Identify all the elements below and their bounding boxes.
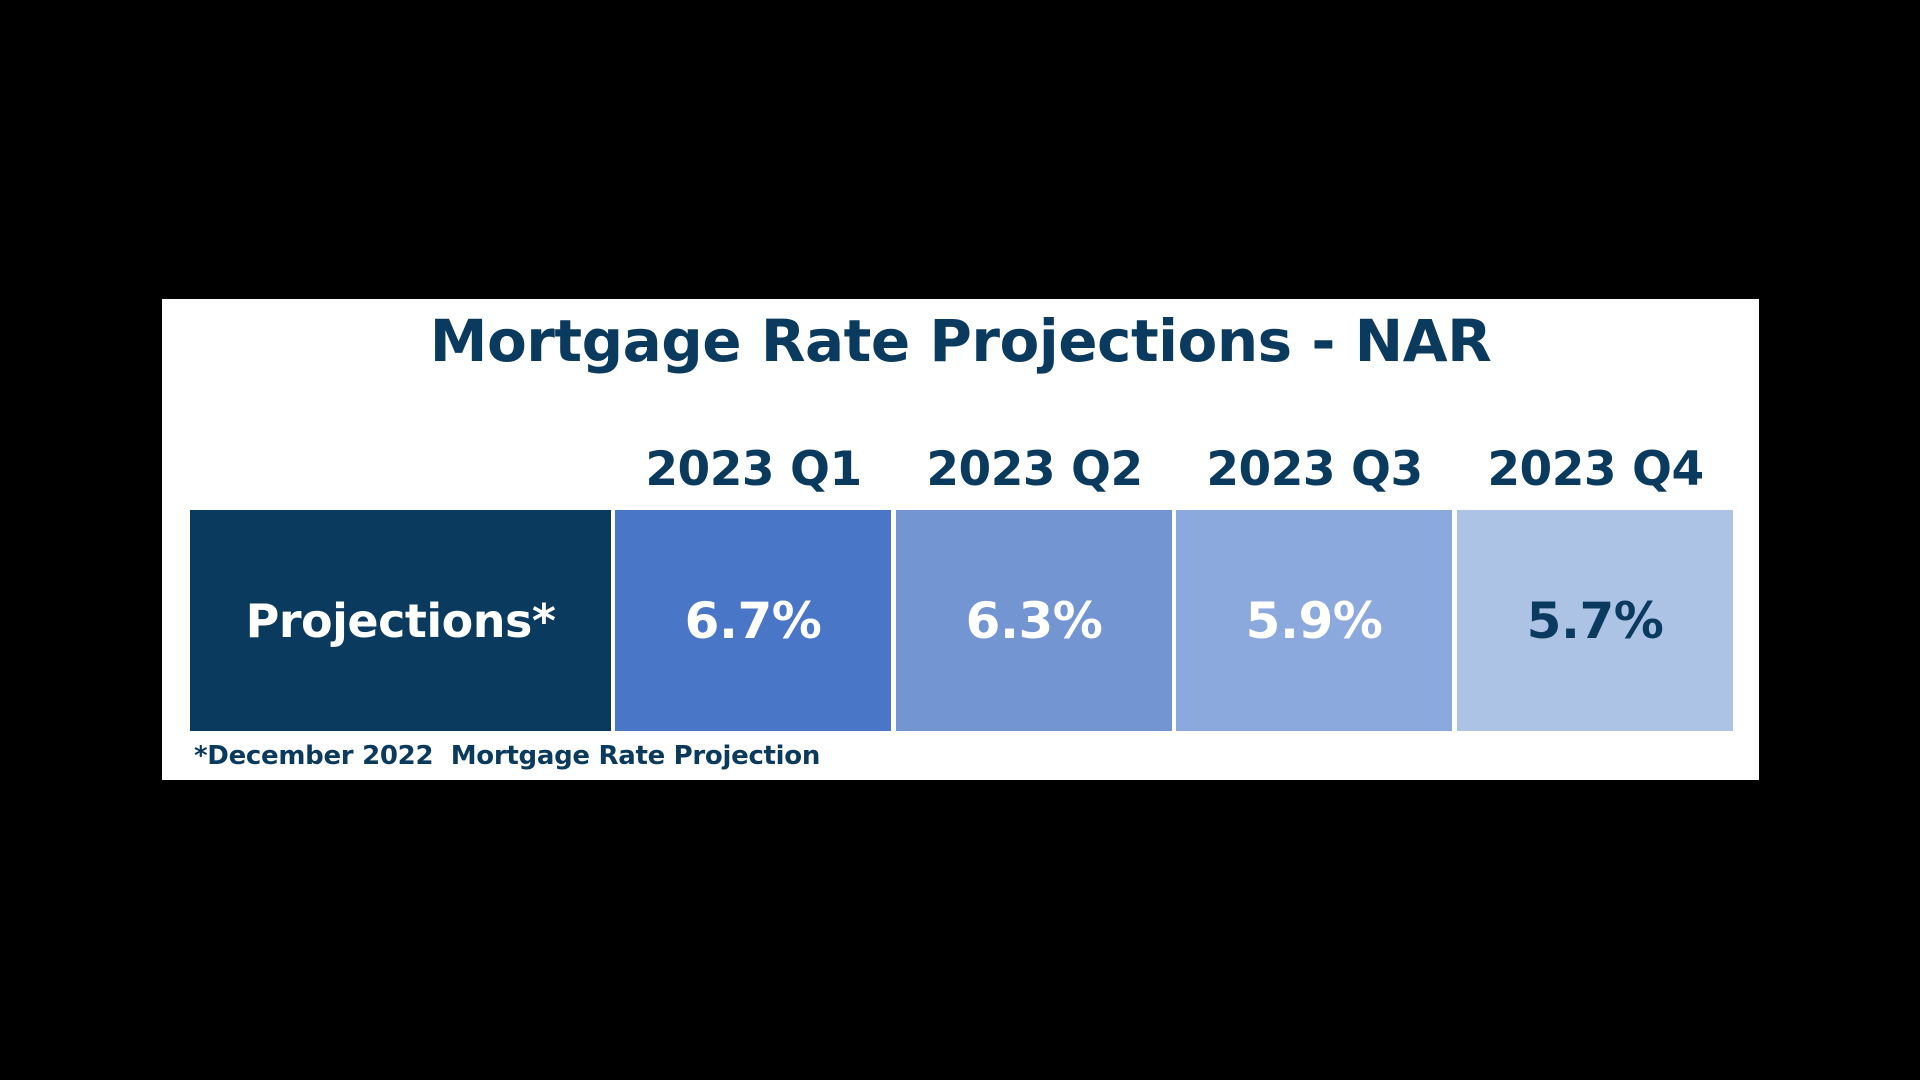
column-header-q1: 2023 Q1 xyxy=(645,442,862,497)
column-header-q3: 2023 Q3 xyxy=(1206,442,1423,497)
footnote: *December 2022 Mortgage Rate Projection xyxy=(194,741,821,771)
projection-panel: Mortgage Rate Projections - NAR 2023 Q1 … xyxy=(162,299,1759,780)
column-header-q2: 2023 Q2 xyxy=(926,442,1143,497)
chart-title: Mortgage Rate Projections - NAR xyxy=(429,307,1492,375)
value-cell-q3: 5.9% xyxy=(1176,510,1452,731)
value-cell-q2: 6.3% xyxy=(896,510,1172,731)
row-label-projections: Projections* xyxy=(190,510,611,731)
column-header-q4: 2023 Q4 xyxy=(1487,442,1704,497)
value-cell-q4: 5.7% xyxy=(1457,510,1733,731)
value-cell-q1: 6.7% xyxy=(615,510,891,731)
